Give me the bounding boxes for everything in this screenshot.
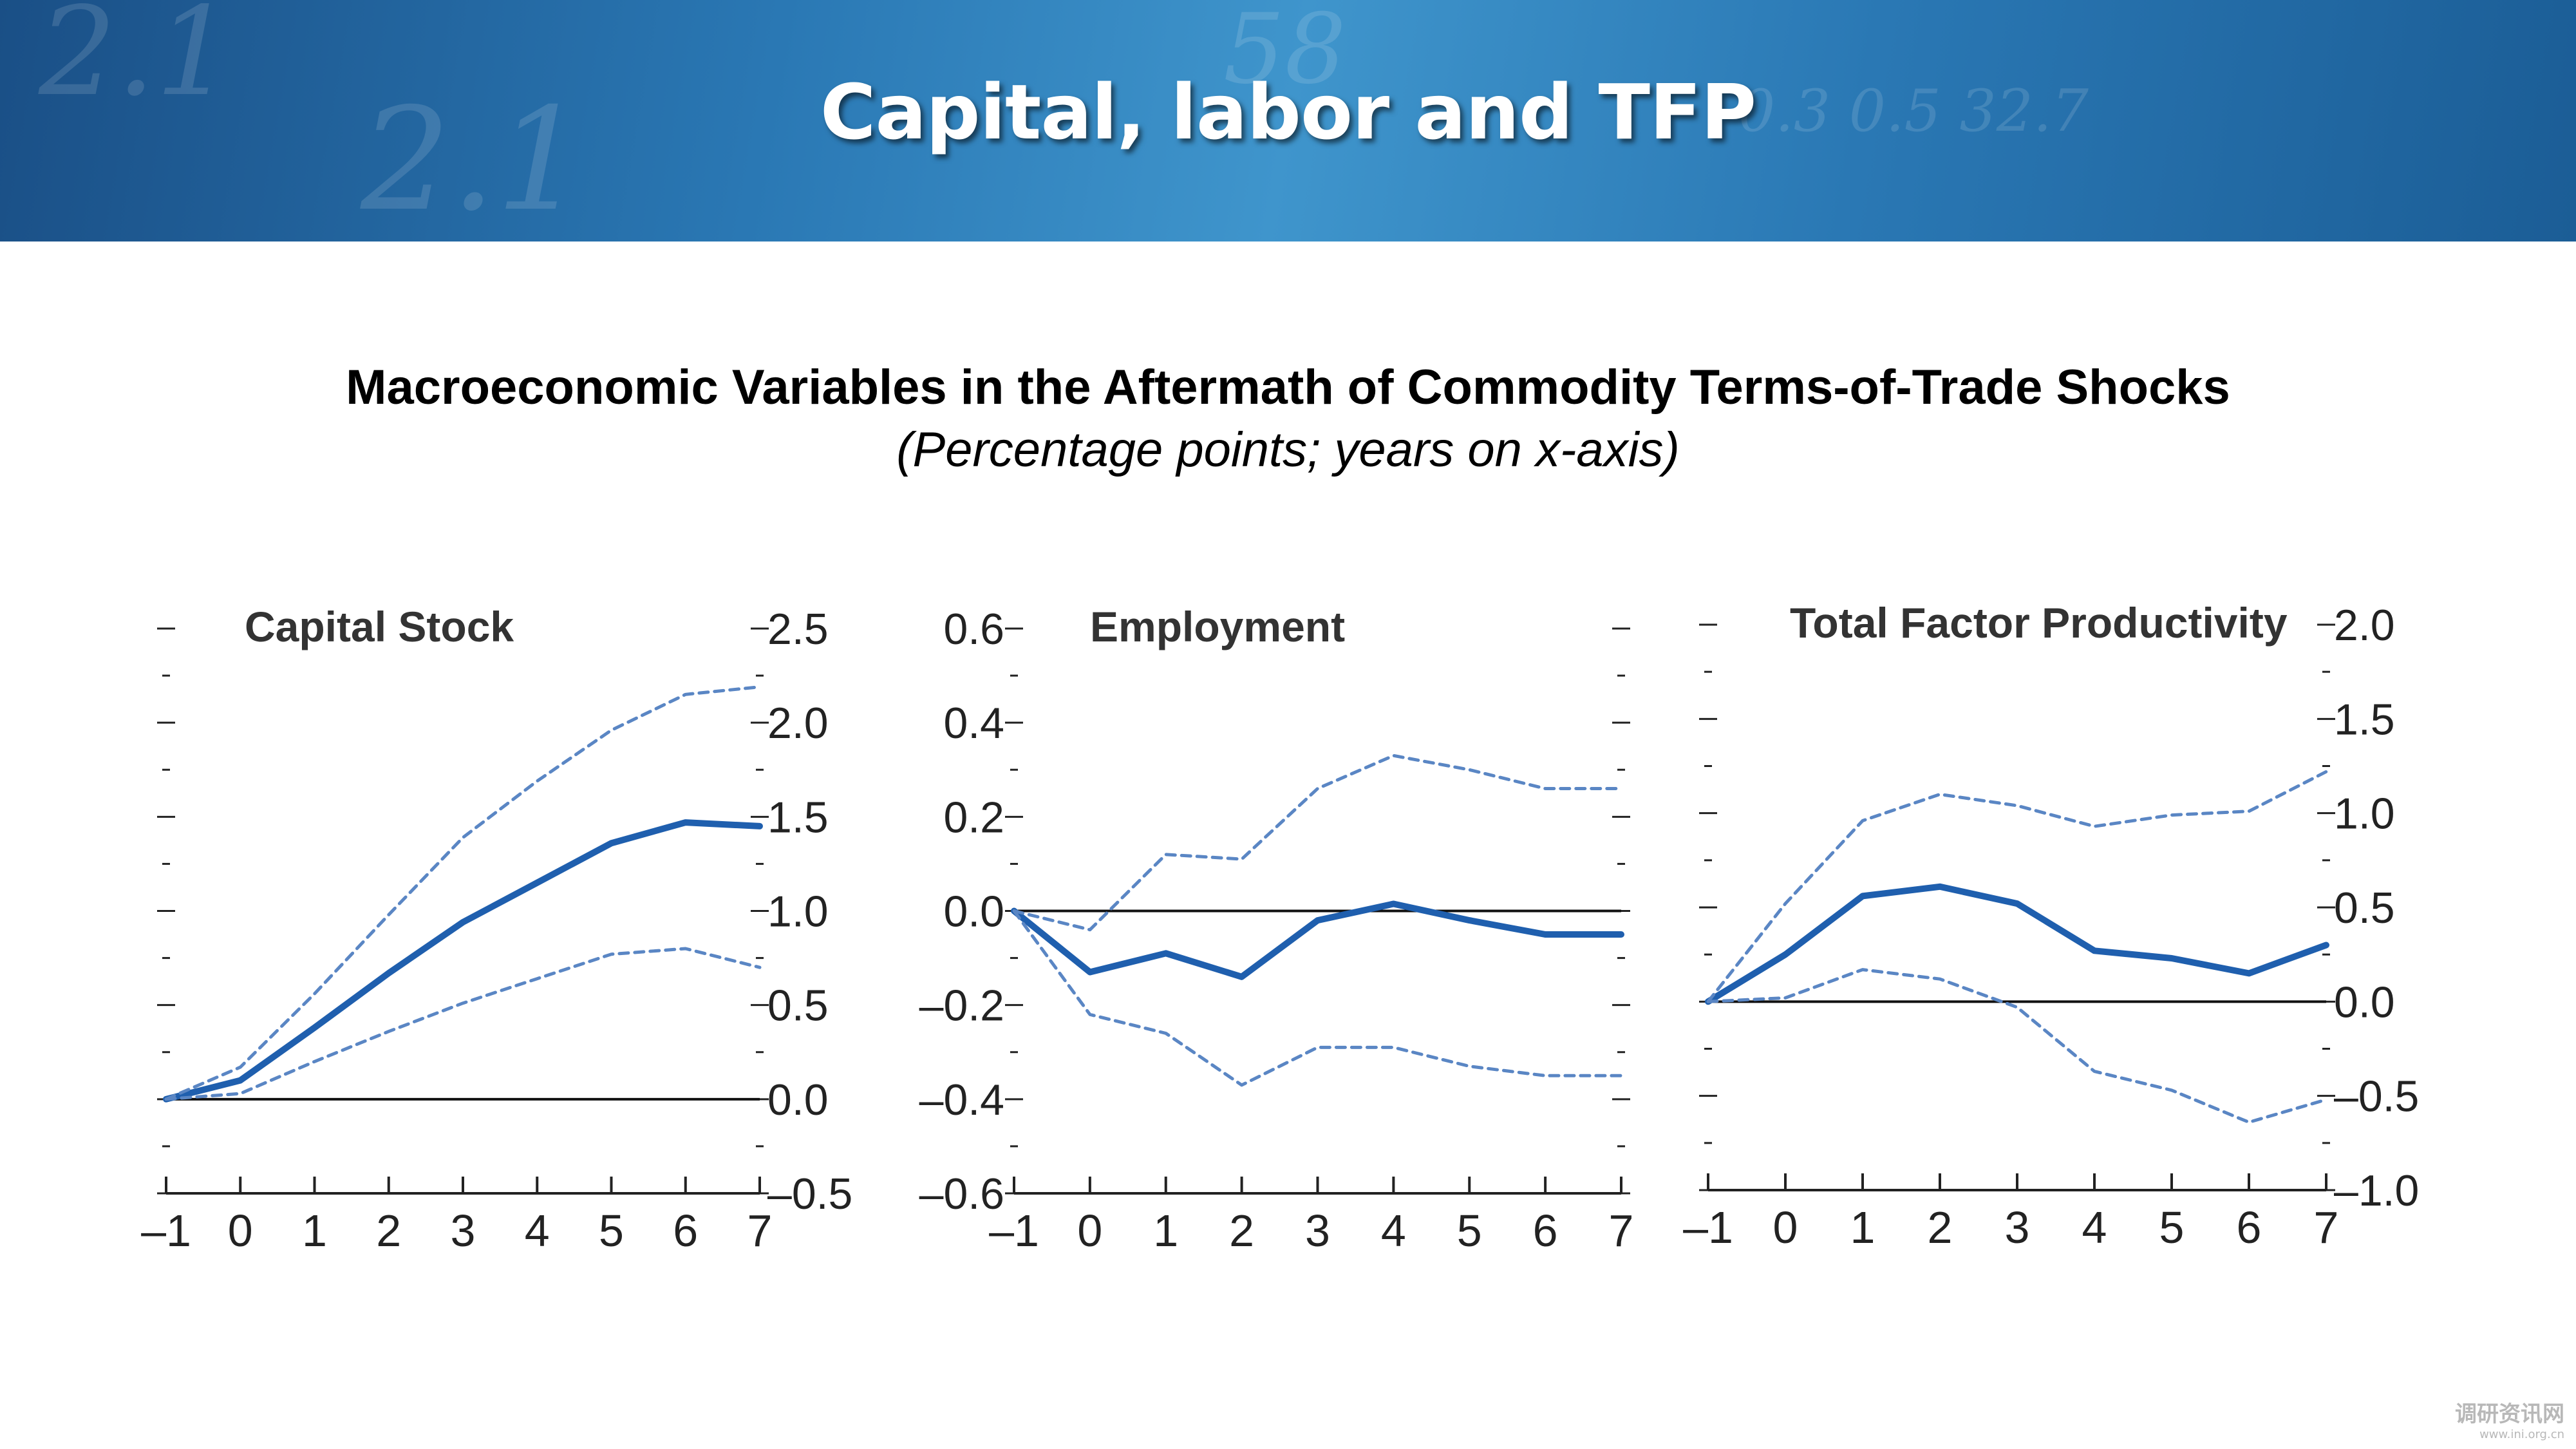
y-tick-label: –0.6 xyxy=(919,1170,1004,1218)
x-tick-label: 7 xyxy=(1609,1206,1634,1256)
series-line-lower-band xyxy=(1012,909,1623,1087)
series-line-upper-band xyxy=(1706,770,2328,1003)
y-tick-label: –1.0 xyxy=(2334,1166,2419,1215)
x-tick-label: 6 xyxy=(1533,1206,1558,1256)
y-tick-label: –0.4 xyxy=(919,1075,1004,1124)
x-tick-label: 6 xyxy=(2237,1202,2262,1253)
x-tick-label: 7 xyxy=(747,1206,773,1256)
y-tick-label: 0.4 xyxy=(943,699,1004,748)
x-tick-label: –1 xyxy=(1683,1202,1733,1253)
x-tick-label: 4 xyxy=(1381,1206,1406,1256)
y-tick-label: 0.0 xyxy=(767,1075,829,1124)
x-tick-label: 5 xyxy=(599,1206,624,1256)
banner-decoration: 0.3 0.5 32.7 xyxy=(1738,77,2089,145)
y-tick-label: 2.0 xyxy=(767,699,829,748)
x-tick-label: 4 xyxy=(2082,1202,2107,1253)
x-tick-label: 3 xyxy=(1305,1206,1330,1256)
x-tick-label: 0 xyxy=(1077,1206,1102,1256)
series-line-estimate xyxy=(1011,900,1624,980)
x-tick-label: 0 xyxy=(228,1206,253,1256)
figure-subtitle: (Percentage points; years on x-axis) xyxy=(896,422,1680,477)
banner-decoration: 2.1 xyxy=(361,77,586,242)
y-tick-label: 2.0 xyxy=(2334,601,2395,650)
chart-panel-2: Employment –0.6 –0.4 –0.2 0.0 0.2 0.4 0.6 –1 0 1 2 3… xyxy=(919,603,1634,1256)
y-tick-label: –0.5 xyxy=(2334,1072,2419,1121)
series-line-lower-band xyxy=(1706,968,2328,1124)
slide-title: Capital, labor and TFP xyxy=(820,68,1756,156)
x-tick-label: –1 xyxy=(141,1206,191,1256)
title-banner: 2.1 2.1 0.3 0.5 32.7 58 Capital, labor a… xyxy=(0,0,2576,242)
figure-title: Macroeconomic Variables in the Aftermath… xyxy=(346,360,2230,415)
y-tick-label: 0.0 xyxy=(2334,978,2395,1027)
series-line-upper-band xyxy=(1012,753,1623,932)
y-tick-label: 0.2 xyxy=(943,793,1004,842)
x-tick-label: –1 xyxy=(989,1206,1039,1256)
watermark-name: 调研资讯网 xyxy=(2455,1401,2564,1427)
series-line-upper-band xyxy=(164,685,762,1101)
x-tick-label: 4 xyxy=(525,1206,550,1256)
x-tick-label: 2 xyxy=(1928,1202,1953,1253)
x-tick-label: 1 xyxy=(1850,1202,1876,1253)
y-tick-label: 1.0 xyxy=(767,887,829,936)
x-tick-label: 5 xyxy=(2159,1202,2185,1253)
x-tick-label: 1 xyxy=(302,1206,327,1256)
x-tick-label: 2 xyxy=(376,1206,401,1256)
chart-panel-1: Capital Stock –0.5 0.0 0.5 1.0 1.5 2.0 2.5 –1 0 1 2… xyxy=(141,603,852,1256)
series-line-lower-band xyxy=(164,947,762,1101)
x-tick-label: 7 xyxy=(2314,1202,2339,1253)
y-tick-label: 0.6 xyxy=(943,605,1004,654)
watermark-url: www.ini.org.cn xyxy=(2479,1428,2564,1441)
series-line-estimate xyxy=(1705,883,2329,1005)
watermark: 调研资讯网 www.ini.org.cn xyxy=(2455,1396,2564,1441)
y-tick-label: –0.5 xyxy=(767,1170,852,1218)
y-tick-label: 1.0 xyxy=(2334,790,2395,838)
x-tick-label: 0 xyxy=(1773,1202,1798,1253)
y-tick-label: –0.2 xyxy=(919,981,1004,1030)
x-tick-label: 3 xyxy=(451,1206,476,1256)
banner-decoration: 2.1 xyxy=(39,0,234,123)
y-tick-label: 2.5 xyxy=(767,605,829,654)
x-tick-label: 1 xyxy=(1153,1206,1178,1256)
chart-title: Capital Stock xyxy=(245,603,514,650)
y-tick-label: 0.0 xyxy=(943,887,1004,936)
chart-panel-3: Total Factor Productivity –1.0 –0.5 0.0 0.5 1… xyxy=(1683,599,2419,1253)
x-tick-label: 5 xyxy=(1457,1206,1482,1256)
x-tick-label: 2 xyxy=(1229,1206,1254,1256)
chart-title: Total Factor Productivity xyxy=(1790,599,2288,647)
chart-title: Employment xyxy=(1090,603,1345,650)
x-tick-label: 3 xyxy=(2005,1202,2030,1253)
y-tick-label: 0.5 xyxy=(2334,884,2395,933)
series-line-estimate xyxy=(163,819,763,1103)
x-tick-label: 6 xyxy=(673,1206,698,1256)
y-tick-label: 1.5 xyxy=(767,793,829,842)
y-tick-label: 0.5 xyxy=(767,981,829,1030)
banner-decoration: 58 xyxy=(1223,0,1346,106)
y-tick-label: 1.5 xyxy=(2334,695,2395,744)
